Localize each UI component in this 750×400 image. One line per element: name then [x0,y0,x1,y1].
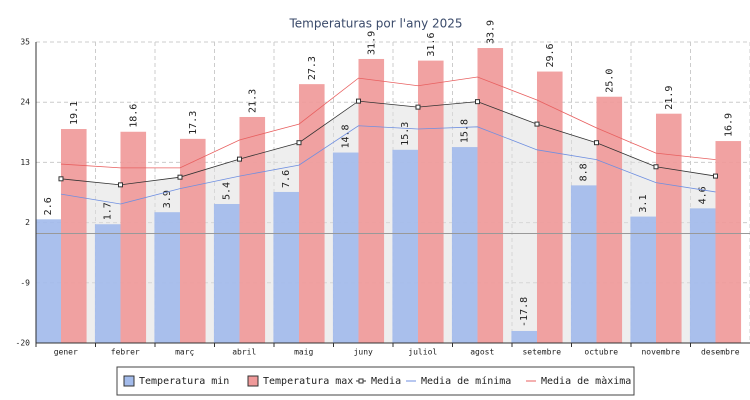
x-tick-label: agost [470,348,494,357]
value-label: 17.3 [188,111,199,135]
value-label: 27.3 [307,56,318,80]
legend-marker [358,378,364,384]
bar [715,141,742,343]
bar [154,212,180,343]
bar [179,138,206,343]
value-label: 15.3 [400,122,411,146]
line-series [60,100,716,186]
bar [213,203,240,343]
legend-label: Media [371,376,401,387]
x-tick-label: setembre [522,348,561,357]
legend-swatch [123,375,135,387]
value-label: 8.8 [579,163,590,181]
x-tick-label: març [175,348,194,357]
x-tick-label: juny [354,348,373,357]
y-tick-label: -20 [16,339,31,348]
legend-label: Temperatura min [139,376,229,387]
legend-label: Media de màxima [541,375,631,387]
value-label: -17.8 [519,297,530,327]
bar [536,71,563,343]
legend-box [116,366,635,396]
legend-label: Temperatura max [263,376,353,387]
line-marker [593,140,599,146]
line-marker [355,98,361,104]
chart-title: Temperaturas por l'any 2025 [288,17,462,31]
bar [35,219,61,343]
line-series [60,76,716,169]
value-label: 19.1 [69,101,80,125]
value-label: 18.6 [128,104,139,128]
value-label: 21.3 [247,89,258,113]
y-tick-label: 2 [25,218,30,227]
value-label: 2.6 [43,197,54,215]
x-tick-label: juliol [408,348,437,357]
line-marker [712,173,718,179]
bar [689,208,716,343]
value-label: 16.9 [723,113,734,137]
line-marker [236,156,242,162]
x-tick-label: abril [232,348,256,357]
line-series [60,125,716,205]
line-marker [58,176,64,182]
line-marker [296,140,302,146]
value-label: 31.9 [366,31,377,55]
value-label: 14.8 [341,124,352,148]
bar [332,152,359,343]
line-marker [177,174,183,180]
value-label: 15.8 [460,119,471,143]
y-tick-label: 35 [20,38,30,47]
legend-label: Media de mínima [421,375,511,387]
value-label: 33.9 [485,20,496,44]
bar [451,147,478,343]
value-label: 31.6 [426,33,437,57]
x-tick-label: desembre [701,348,740,357]
bar [596,96,623,344]
value-label: 7.6 [281,170,292,188]
bar [298,84,325,343]
bar [358,58,385,343]
line-marker [474,99,480,105]
bar [273,191,299,343]
line-marker [415,104,421,110]
line-marker [534,121,540,127]
y-tick-label: -9 [20,278,30,287]
value-label: 29.6 [545,43,556,67]
y-tick-label: 24 [20,98,30,107]
value-label: 4.6 [698,186,709,204]
line-marker [117,182,123,188]
x-tick-label: gener [54,348,78,357]
bar [60,129,87,343]
y-tick-label: 13 [20,158,30,167]
value-label: 3.1 [638,195,649,213]
x-tick-label: novembre [641,348,680,357]
x-tick-label: octubre [584,348,618,357]
value-label: 1.7 [103,202,114,220]
bar [511,330,537,343]
value-label: 25.0 [604,69,615,93]
bar [417,60,444,344]
value-label: 5.4 [222,182,233,200]
bar [392,149,418,343]
value-label: 21.9 [664,86,675,110]
bar [477,48,504,344]
bar [570,185,597,343]
x-tick-label: febrer [111,348,140,357]
line-marker [653,164,659,170]
bar [630,216,656,343]
value-label: 3.9 [162,190,173,208]
bar [655,113,682,344]
legend-swatch [247,375,259,387]
bar [94,224,121,343]
x-tick-label: maig [294,348,313,357]
bar [239,116,266,343]
bar [120,131,147,343]
